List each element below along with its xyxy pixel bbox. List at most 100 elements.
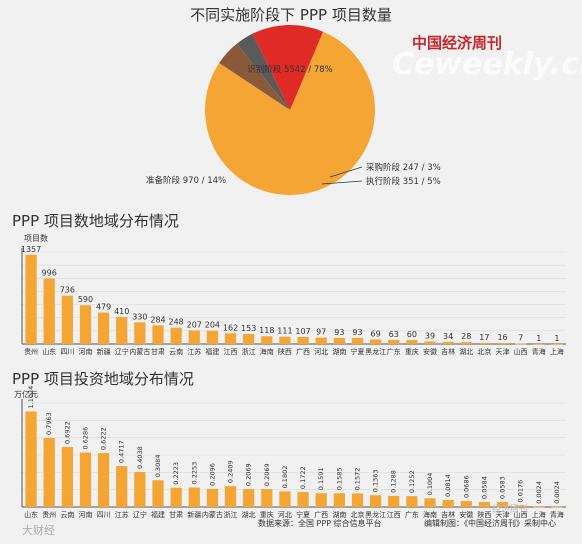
- data-label: 63: [389, 330, 399, 339]
- bar: [152, 480, 164, 507]
- bar: [61, 447, 73, 507]
- data-label: 69: [371, 329, 381, 338]
- x-tick-label: 青海: [550, 510, 564, 519]
- data-label: 0.1252: [408, 470, 416, 493]
- data-label: 0.2096: [208, 463, 216, 486]
- x-tick-label: 北京: [350, 510, 364, 519]
- bar: [25, 411, 37, 507]
- data-label: 0.6922: [63, 421, 71, 444]
- data-label: 996: [42, 269, 57, 278]
- x-tick-label: 宁夏: [350, 347, 364, 356]
- bar: [424, 341, 436, 344]
- data-label: 16: [497, 333, 507, 342]
- x-tick-label: 湖南: [332, 347, 346, 356]
- x-tick-label: 贵州: [24, 347, 38, 356]
- data-label: 0.4717: [118, 440, 126, 463]
- x-tick-label: 广东: [387, 347, 401, 356]
- data-label: 1: [536, 334, 541, 343]
- x-tick-label: 四川: [97, 511, 111, 519]
- pie-label: 执行阶段 351 / 5%: [366, 176, 441, 187]
- bar-chart-investment: 山东 1.1024 贵州 0.7963 云南 0.6922 河南 0.6286 四川 0.6222…: [21, 386, 566, 519]
- bar: [243, 489, 255, 507]
- pie-slice: [219, 43, 290, 110]
- x-tick-label: 吉林: [441, 510, 455, 519]
- data-label: 0.2069: [245, 463, 253, 486]
- pie-chart: 识别阶段 5542 / 78% 准备阶段 970 / 14% 采购阶段 247 / …: [146, 25, 441, 196]
- pie-title: 不同实施阶段下 PPP 项目数量: [190, 6, 392, 24]
- pie-label: 准备阶段 970 / 14%: [146, 175, 226, 186]
- x-tick-label: 云南: [60, 510, 74, 519]
- data-label: 0.2409: [227, 460, 235, 483]
- data-label: 97: [316, 328, 326, 337]
- bar: [188, 330, 200, 344]
- bar1-title: PPP 项目数地域分布情况: [12, 212, 179, 230]
- data-label: 479: [96, 303, 111, 312]
- pie-slice: [205, 31, 375, 196]
- x-tick-label: 重庆: [405, 347, 419, 356]
- data-label: 0.1585: [335, 468, 343, 491]
- data-label: 7: [518, 334, 523, 343]
- x-tick-label: 重庆: [260, 510, 274, 519]
- data-label: 17: [479, 333, 489, 342]
- bar: [442, 341, 454, 344]
- bar: [170, 487, 182, 507]
- x-tick-label: 安徽: [459, 510, 473, 519]
- x-tick-label: 河北: [314, 348, 328, 356]
- x-tick-label: 天津: [496, 348, 510, 356]
- bar-chart-project-count: 贵州 1357 山东 996 四川 736 河南 590 新疆 479 辽宁 410 内蒙古 330 甘肃 2…: [21, 245, 566, 356]
- bar: [279, 336, 291, 344]
- x-tick-label: 河北: [278, 511, 292, 519]
- bar: [97, 453, 110, 507]
- data-label: 0.0584: [480, 476, 488, 499]
- data-label: 0.4038: [136, 446, 144, 469]
- data-label: 0.1363: [372, 469, 380, 492]
- data-label: 590: [78, 295, 93, 304]
- data-label: 0.6222: [100, 427, 108, 450]
- bar: [533, 506, 545, 508]
- x-tick-label: 山东: [24, 510, 38, 519]
- x-tick-label: 江苏: [187, 347, 201, 356]
- bar: [170, 327, 182, 344]
- bar: [442, 499, 454, 507]
- x-tick-label: 黑龙江: [365, 347, 386, 356]
- bar: [79, 452, 92, 507]
- x-tick-label: 福建: [151, 510, 165, 519]
- bar: [152, 325, 164, 344]
- x-tick-label: 天津: [496, 511, 510, 519]
- x-tick-label: 河南: [78, 510, 92, 519]
- data-label: 736: [60, 286, 75, 295]
- x-tick-label: 云南: [169, 347, 183, 356]
- x-tick-label: 湖北: [242, 510, 256, 519]
- bar: [25, 254, 37, 344]
- bar: [297, 336, 309, 344]
- x-tick-label: 江苏: [115, 510, 129, 519]
- bar: [424, 498, 436, 507]
- pie-leader-line: [329, 166, 363, 178]
- data-label: 0.6286: [81, 427, 89, 450]
- data-label: 0.0583: [499, 476, 507, 499]
- bar: [551, 343, 563, 345]
- bar: [243, 333, 255, 344]
- data-label: 204: [205, 321, 220, 330]
- bar: [515, 505, 527, 507]
- data-label: 0.3084: [154, 455, 162, 478]
- bar: [206, 488, 219, 507]
- x-tick-label: 山东: [42, 347, 56, 356]
- x-tick-label: 陕西: [477, 510, 491, 519]
- bar: [43, 278, 55, 344]
- bar: [388, 495, 400, 507]
- data-label: 0.2069: [263, 463, 271, 486]
- data-label: 0.2253: [190, 462, 198, 485]
- data-label: 248: [168, 318, 183, 327]
- data-label: 0.1722: [299, 466, 307, 489]
- data-label: 0.1591: [317, 467, 325, 490]
- x-tick-label: 河南: [78, 347, 92, 356]
- x-tick-label: 内蒙古: [202, 510, 223, 519]
- bar: [388, 339, 400, 344]
- bar: [261, 336, 273, 344]
- data-label: 93: [334, 328, 344, 337]
- pie-slice: [252, 25, 324, 110]
- pie-leader-line: [321, 180, 363, 185]
- bar: [515, 343, 527, 345]
